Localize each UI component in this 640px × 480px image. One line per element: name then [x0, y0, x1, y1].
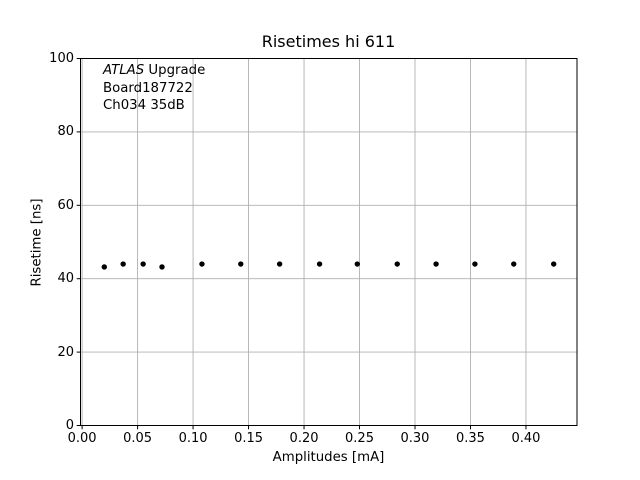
chart-title: Risetimes hi 611	[261, 32, 396, 51]
data-point	[140, 261, 146, 267]
data-point	[199, 261, 205, 267]
x-tick-label: 0.30	[400, 431, 430, 446]
data-point	[159, 264, 165, 270]
data-point	[238, 261, 244, 267]
y-tick-label: 60	[57, 197, 74, 213]
x-tick-label: 0.00	[67, 431, 97, 446]
x-tick-label: 0.40	[511, 431, 541, 446]
y-tick-label: 20	[57, 344, 74, 360]
annotation-atlas-italic: ATLAS	[103, 63, 145, 78]
y-tick-label: 40	[57, 271, 74, 287]
annotation-block: ATLAS Upgrade Board187722 Ch034 35dB	[103, 62, 205, 115]
data-point	[511, 261, 517, 267]
x-tick-label: 0.20	[289, 431, 319, 446]
data-point	[394, 261, 400, 267]
data-point	[472, 261, 478, 267]
x-tick-label: 0.35	[455, 431, 485, 446]
data-point	[101, 264, 108, 270]
annotation-line-2: Board187722	[103, 80, 193, 96]
data-point	[433, 261, 439, 267]
y-tick-label: 80	[57, 124, 74, 140]
annotation-line-1: ATLAS Upgrade	[103, 62, 205, 80]
annotation-line-3: Ch034 35dB	[103, 98, 185, 114]
data-point	[276, 261, 283, 267]
x-axis-label: Amplitudes [mA]	[272, 450, 385, 465]
y-axis-label: Risetime [ns]	[29, 198, 45, 287]
x-tick-label: 0.15	[234, 431, 264, 446]
x-tick-label: 0.10	[178, 431, 208, 446]
data-point	[120, 261, 126, 267]
x-tick-label: 0.25	[345, 431, 374, 446]
y-tick-label: 100	[49, 51, 74, 66]
data-point	[550, 261, 557, 267]
x-tick-label: 0.05	[123, 431, 153, 446]
data-point	[316, 261, 323, 267]
data-point	[354, 261, 360, 267]
axes-spines	[80, 58, 578, 426]
annotation-upgrade-text: Upgrade	[144, 63, 206, 78]
y-tick-label: 0	[65, 418, 74, 433]
